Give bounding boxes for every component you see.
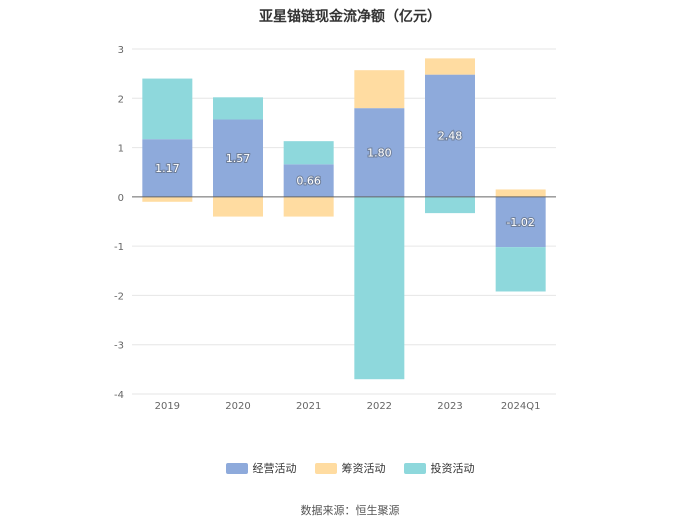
y-tick-label: 2 bbox=[118, 94, 124, 105]
y-tick-label: 0 bbox=[118, 193, 124, 204]
data-label: 0.66 bbox=[296, 175, 321, 188]
legend: 经营活动 筹资活动 投资活动 bbox=[0, 460, 700, 476]
legend-label-investing: 投资活动 bbox=[430, 462, 475, 475]
data-label: 2.48 bbox=[438, 130, 463, 143]
bar-2-0 bbox=[142, 78, 193, 140]
data-label: 1.57 bbox=[226, 152, 251, 165]
x-tick-label: 2019 bbox=[155, 401, 180, 412]
bar-0-2 bbox=[283, 164, 334, 197]
bar-2-4 bbox=[425, 196, 475, 214]
data-label: -1.02 bbox=[506, 216, 534, 229]
bar-1-5 bbox=[495, 189, 546, 197]
x-tick-label: 2024Q1 bbox=[501, 401, 541, 412]
data-label: 1.17 bbox=[155, 162, 180, 175]
x-tick-label: 2022 bbox=[367, 401, 392, 412]
legend-item-operating[interactable]: 经营活动 bbox=[225, 460, 297, 476]
bar-1-3 bbox=[354, 70, 405, 109]
legend-label-operating: 经营活动 bbox=[252, 462, 297, 475]
x-tick-label: 2023 bbox=[437, 401, 462, 412]
y-tick-label: -2 bbox=[114, 291, 124, 302]
bar-2-3 bbox=[354, 196, 405, 380]
chart-svg: 3 2 1 0 -1 -2 -3 -4 1.17 2019 1.57 2020 0.66 2021 1.80… bbox=[114, 45, 556, 412]
y-tick-label: -1 bbox=[114, 242, 124, 253]
bar-2-5 bbox=[495, 247, 546, 292]
chart-title: 亚星锚链现金流净额（亿元） bbox=[259, 9, 441, 25]
source-note: 数据来源：恒生聚源 bbox=[300, 504, 400, 517]
y-tick-label: -4 bbox=[114, 390, 124, 401]
bar-2-1 bbox=[213, 97, 263, 120]
data-label: 1.80 bbox=[367, 147, 392, 160]
bar-0-0 bbox=[142, 139, 193, 197]
y-tick-label: 3 bbox=[118, 45, 124, 56]
x-tick-label: 2021 bbox=[296, 401, 321, 412]
legend-label-financing: 筹资活动 bbox=[341, 462, 386, 475]
bar-2-2 bbox=[283, 141, 334, 165]
bar-0-5 bbox=[495, 196, 546, 248]
y-tick-label: 1 bbox=[118, 144, 124, 155]
bar-1-1 bbox=[213, 196, 263, 217]
bar-0-1 bbox=[213, 119, 263, 197]
legend-swatch-operating bbox=[225, 462, 248, 474]
y-tick-label: -3 bbox=[114, 341, 124, 352]
bar-1-0 bbox=[142, 196, 193, 202]
legend-swatch-investing bbox=[403, 462, 426, 474]
legend-item-investing[interactable]: 投资活动 bbox=[403, 460, 475, 476]
bar-0-4 bbox=[425, 74, 475, 197]
legend-swatch-financing bbox=[314, 462, 337, 474]
bar-1-4 bbox=[425, 58, 475, 75]
x-tick-label: 2020 bbox=[225, 401, 250, 412]
bar-0-3 bbox=[354, 108, 405, 197]
bar-1-2 bbox=[283, 196, 334, 217]
legend-item-financing[interactable]: 筹资活动 bbox=[314, 460, 386, 476]
